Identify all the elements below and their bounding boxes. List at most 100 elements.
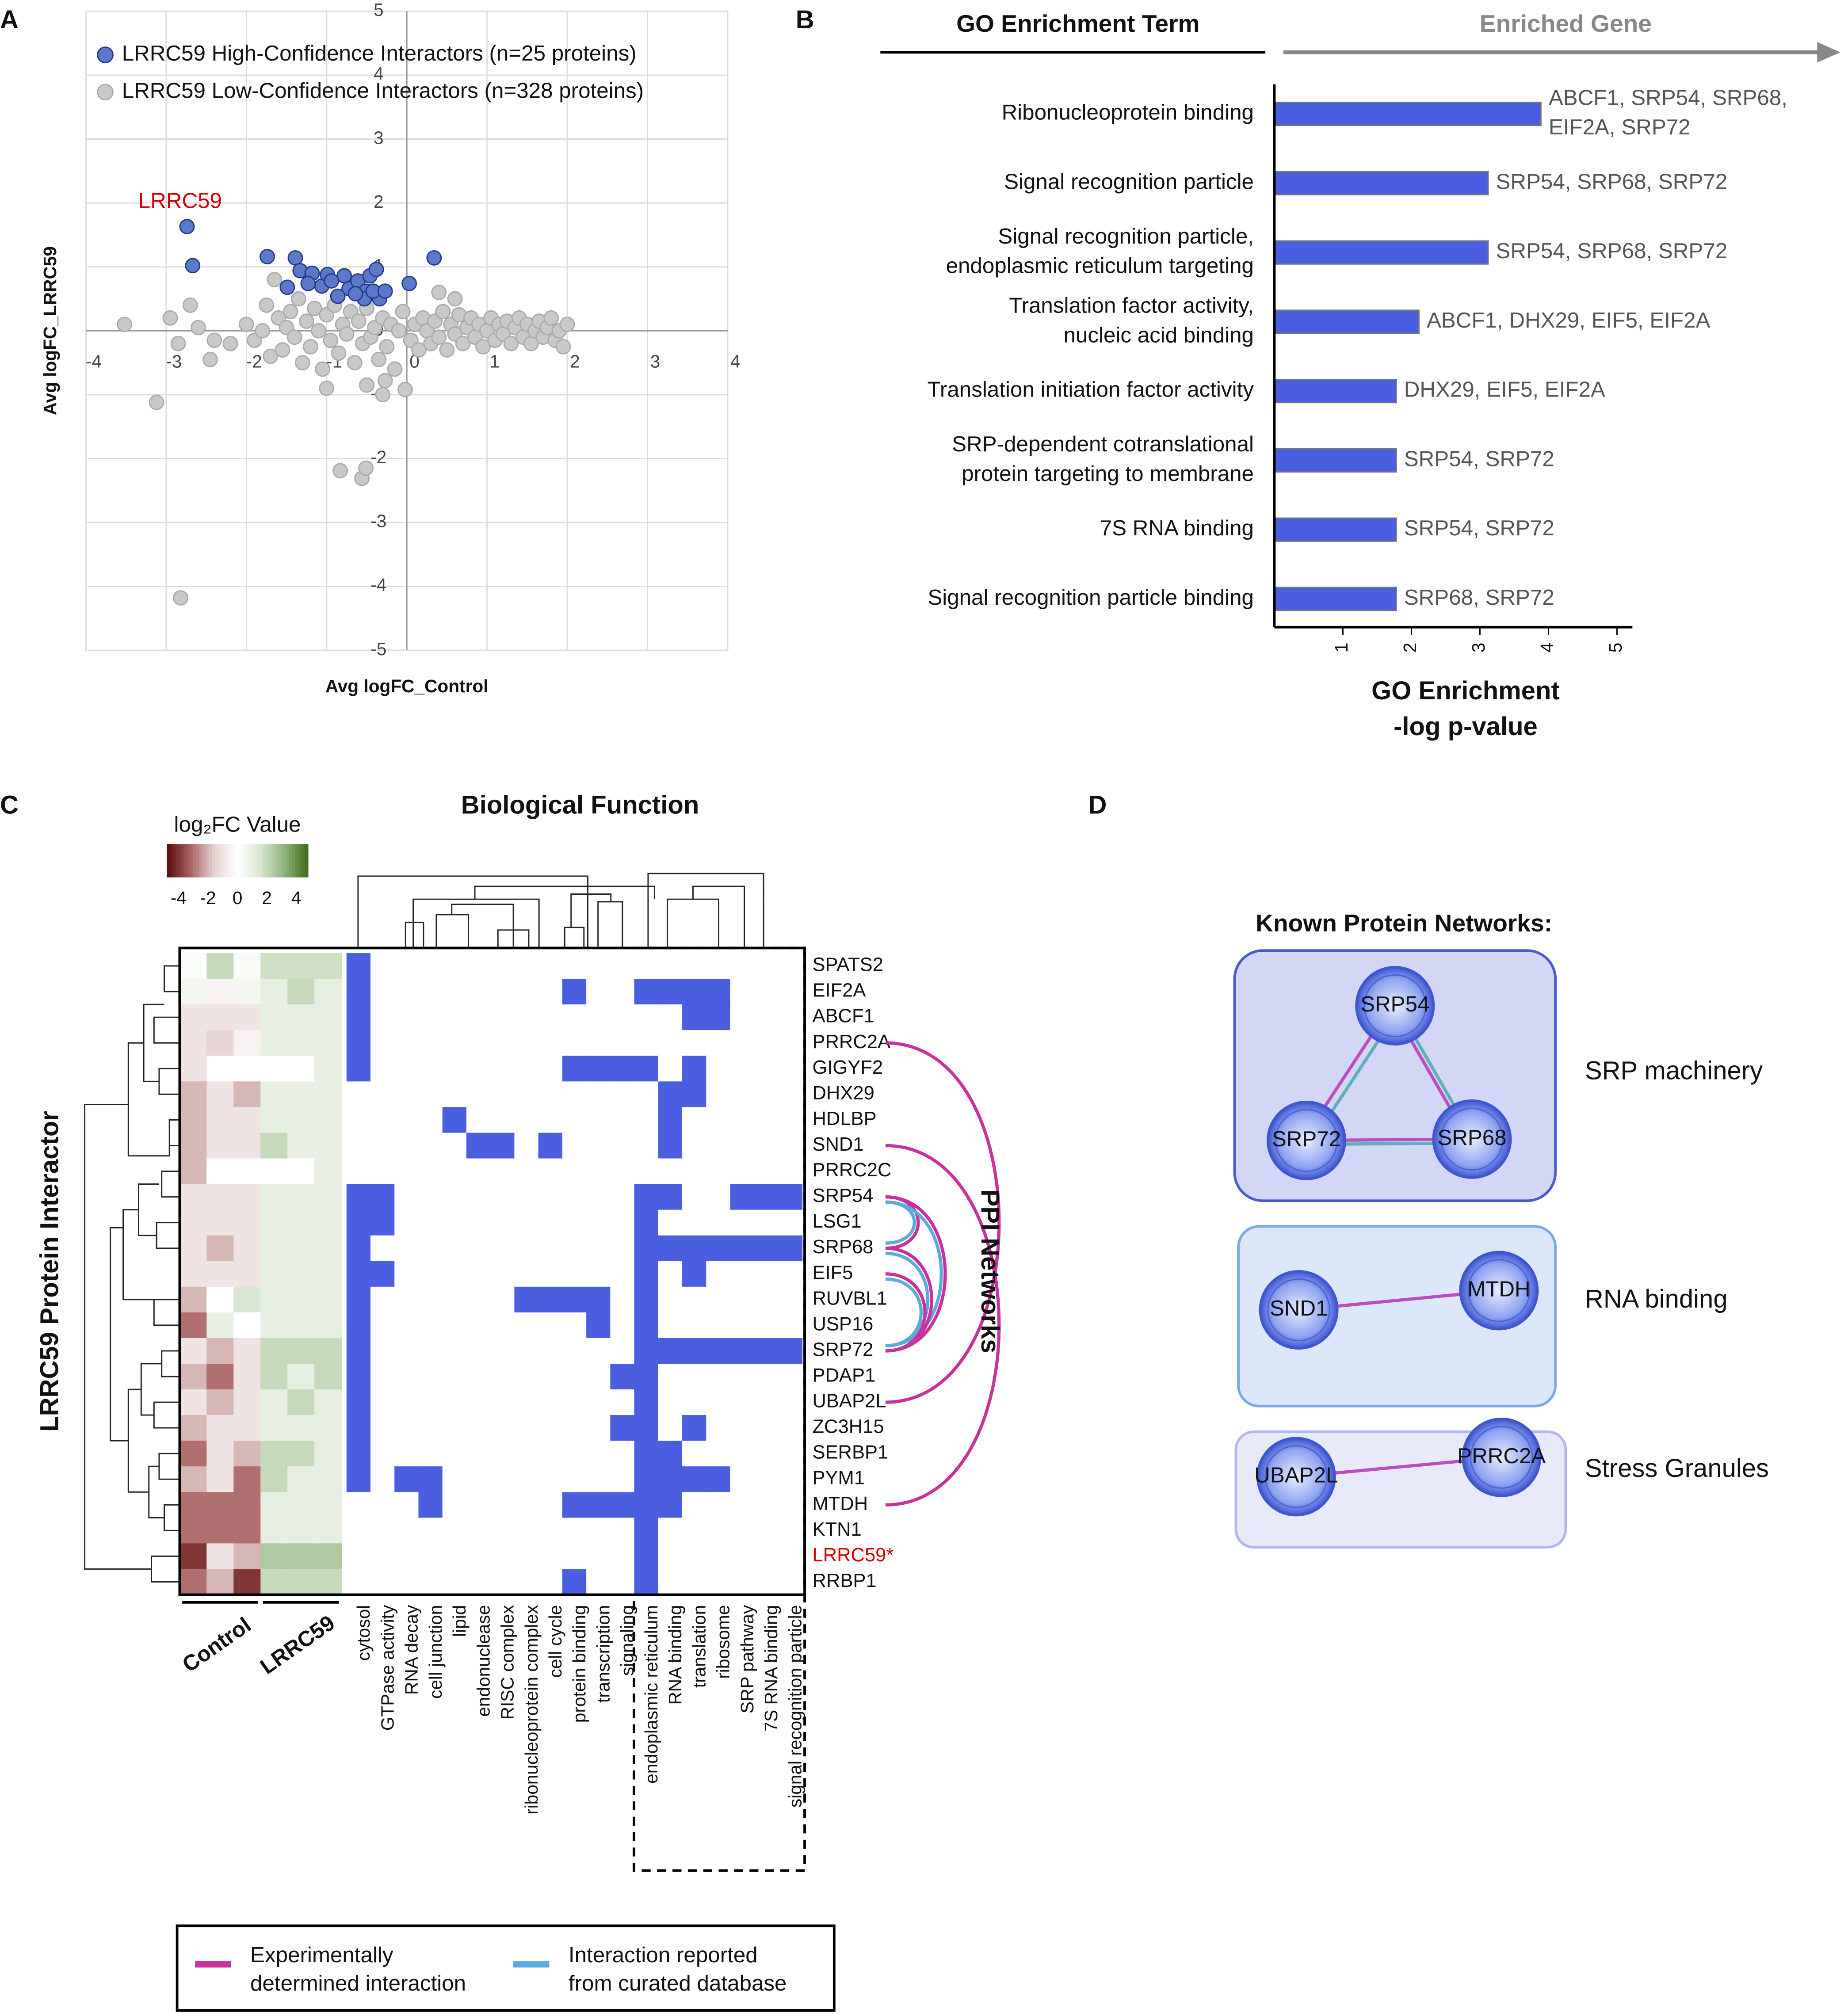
heat-cell xyxy=(206,1158,234,1185)
colorbar-cell xyxy=(189,844,193,877)
function-cell xyxy=(658,1543,683,1570)
function-cell xyxy=(562,1338,587,1364)
function-cell xyxy=(442,1004,467,1031)
function-cell xyxy=(586,1030,611,1057)
function-cell xyxy=(634,1543,659,1570)
function-cell xyxy=(610,1081,635,1108)
function-cell xyxy=(466,1338,491,1364)
function-cell xyxy=(346,1389,371,1415)
function-cell xyxy=(778,1492,803,1518)
row-label: SERBP1 xyxy=(812,1442,888,1463)
heat-cell xyxy=(233,1389,261,1415)
function-cell xyxy=(682,1004,707,1031)
function-cell xyxy=(610,1518,635,1544)
function-cell xyxy=(634,1492,659,1518)
heat-cell xyxy=(314,1004,342,1031)
function-cell xyxy=(538,1107,563,1133)
function-cell xyxy=(658,1056,683,1082)
point xyxy=(255,323,271,339)
function-cell xyxy=(562,1158,587,1185)
function-cell xyxy=(370,1441,395,1467)
row-label: SND1 xyxy=(812,1134,863,1155)
heat-cell xyxy=(206,1235,234,1262)
function-cell xyxy=(346,1286,371,1313)
colorbar-cell xyxy=(292,844,296,877)
heat-cell xyxy=(233,1466,261,1493)
function-cell xyxy=(682,1492,707,1518)
heat-cell xyxy=(260,1133,288,1159)
heat-cell xyxy=(179,1338,207,1364)
function-cell xyxy=(778,1107,803,1133)
function-cell xyxy=(682,1466,707,1493)
function-cell xyxy=(778,1441,803,1467)
function-cell xyxy=(730,1518,755,1544)
function-cell xyxy=(394,1184,419,1210)
function-cell xyxy=(754,1569,779,1595)
function-cell xyxy=(346,1338,371,1364)
function-cell xyxy=(658,1569,683,1595)
point xyxy=(339,326,355,342)
function-cell xyxy=(658,1081,683,1108)
heat-cell xyxy=(179,1133,207,1159)
point xyxy=(191,320,206,336)
legend-label: LRRC59 High-Confidence Interactors (n=25… xyxy=(122,41,637,65)
heat-cell xyxy=(287,1466,315,1493)
function-cell xyxy=(634,1312,659,1339)
heat-cell xyxy=(179,1030,207,1057)
bar xyxy=(1274,240,1489,265)
category-label: Signal recognition particle xyxy=(1004,169,1254,194)
function-cell xyxy=(754,953,779,980)
function-cell xyxy=(730,1158,755,1185)
x-axis-title: GO Enrichment -log p-value xyxy=(1371,676,1560,741)
heat-cell xyxy=(314,1081,342,1108)
column-label: signal recognition particle xyxy=(785,1605,805,1808)
column-label: signaling xyxy=(617,1605,638,1676)
category-label: Signal recognition particle binding xyxy=(928,585,1254,610)
function-cell xyxy=(514,1338,539,1364)
heat-cell xyxy=(287,1107,315,1133)
point xyxy=(290,291,306,307)
function-cell xyxy=(586,1312,611,1339)
function-cell xyxy=(586,1158,611,1185)
function-cell xyxy=(658,1492,683,1518)
function-cell xyxy=(490,1158,515,1185)
heat-cell xyxy=(260,1261,288,1287)
function-cell xyxy=(682,1261,707,1287)
heat-cell xyxy=(314,1518,342,1544)
heat-cell xyxy=(206,1441,234,1467)
heat-cell xyxy=(314,1261,342,1287)
heat-cell xyxy=(260,1056,288,1082)
point xyxy=(300,275,316,291)
function-cell xyxy=(418,1107,443,1133)
function-cell xyxy=(634,1209,659,1236)
function-cell xyxy=(706,1492,731,1518)
function-cell xyxy=(538,1261,563,1287)
function-cell xyxy=(706,979,731,1005)
point xyxy=(149,394,164,410)
function-cell xyxy=(586,1466,611,1493)
function-cell xyxy=(466,1056,491,1082)
function-cell xyxy=(778,1081,803,1108)
function-cell xyxy=(706,1466,731,1493)
function-cell xyxy=(442,1569,467,1595)
point xyxy=(411,342,427,358)
category-label: 7S RNA binding xyxy=(1100,516,1254,540)
heat-cell xyxy=(206,1543,234,1570)
function-cell xyxy=(658,1363,683,1390)
ppi-arc xyxy=(885,1277,923,1347)
point xyxy=(336,268,352,284)
x-tick-label: 4 xyxy=(730,351,741,372)
colorbar-cell xyxy=(302,844,305,877)
function-cell xyxy=(442,1107,467,1133)
function-cell xyxy=(706,1030,731,1057)
colorbar-cell xyxy=(241,844,244,877)
point xyxy=(358,460,374,476)
x-tick-label: 1 xyxy=(490,351,500,372)
function-cell xyxy=(370,1415,395,1442)
function-cell xyxy=(778,1389,803,1415)
function-cell xyxy=(778,1056,803,1082)
function-cell xyxy=(466,1107,491,1133)
function-cell xyxy=(586,1004,611,1031)
function-cell xyxy=(466,1363,491,1390)
heat-cell xyxy=(287,1312,315,1339)
